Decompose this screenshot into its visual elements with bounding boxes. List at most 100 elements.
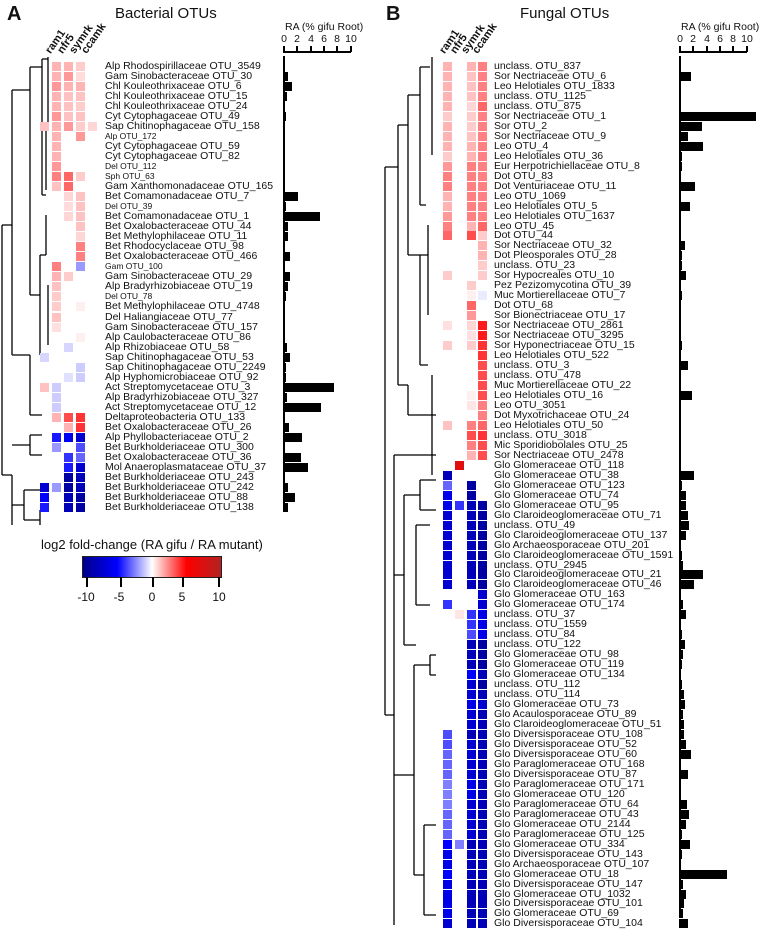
otu-label: Bet Oxalobacteraceae OTU_44: [105, 220, 252, 233]
heatmap-cell-symrk: [76, 482, 85, 492]
table-row: Dot OTU_83: [0, 170, 760, 182]
heatmap-cell-ccamk: [478, 231, 487, 241]
heatmap-cell-ccamk: [478, 570, 487, 580]
table-row: Glo Glomeraceae OTU_2144: [0, 818, 760, 830]
ra-bar: [283, 62, 285, 71]
heatmap-cell-ccamk: [478, 450, 487, 460]
otu-label: Bet Burkholderiaceae OTU_138: [105, 500, 254, 513]
heatmap-cell-ram1: [52, 392, 61, 402]
heatmap-cell-ram1: [443, 151, 452, 161]
ra-bar: [679, 580, 694, 590]
otu-label: Leo OTU_1069: [494, 189, 566, 202]
heatmap-cell-ccamk: [478, 919, 487, 929]
heatmap-cell-ram1: [443, 161, 452, 171]
otu-label: Glo Claroideoglomeraceae OTU_137: [494, 528, 668, 541]
ra-bar: [679, 161, 683, 171]
heatmap-cell-extra: [40, 352, 49, 362]
heatmap-cell-nfr5: [64, 372, 73, 382]
table-row: Bet Oxalobacteraceae OTU_26: [0, 421, 760, 433]
table-row: Glo Diversisporaceae OTU_52: [0, 738, 760, 750]
otu-label: Alp Caulobacteraceae OTU_86: [105, 330, 251, 343]
table-row: Glo Diversisporaceae OTU_104: [0, 917, 760, 929]
otu-label: Glo Glomeraceae OTU_334: [494, 837, 625, 850]
heatmap-cell-nfr5: [455, 500, 464, 510]
heatmap-cell-symrk: [467, 291, 476, 301]
heatmap-cell-ram1: [52, 302, 61, 312]
heatmap-cell-symrk: [467, 869, 476, 879]
heatmap-cell-ccamk: [478, 819, 487, 829]
table-row: Bet Oxalobacteraceae OTU_466: [0, 250, 760, 262]
heatmap-cell-symrk: [467, 670, 476, 680]
ra-bar: [679, 510, 688, 520]
heatmap-cell-ccamk: [478, 241, 487, 251]
heatmap-cell-symrk: [467, 171, 476, 181]
otu-label: unclass. OTU_37: [494, 608, 576, 621]
colorbar-tick-label: 10: [212, 590, 226, 604]
heatmap-cell-ram1: [443, 600, 452, 610]
ra-bar: [283, 472, 285, 482]
heatmap-cell-ram1: [52, 152, 61, 162]
table-row: Sor Hyponectriaceae OTU_15: [0, 339, 760, 351]
heatmap-cell-ram1: [443, 570, 452, 580]
heatmap-cell-nfr5: [64, 452, 73, 462]
heatmap-cell-symrk: [467, 510, 476, 520]
table-row: Chl Kouleothrixaceae OTU_24: [0, 100, 760, 112]
table-row: Glo Glomeraceae OTU_98: [0, 648, 760, 660]
otu-label: Chl Kouleothrixaceae OTU_6: [105, 80, 242, 93]
heatmap-cell-ccamk: [478, 131, 487, 141]
heatmap-cell-ram1: [52, 142, 61, 152]
ra-bar: [679, 829, 683, 839]
heatmap-cell-ccamk: [478, 859, 487, 869]
ra-bar: [679, 480, 682, 490]
heatmap-cell-ccamk: [478, 769, 487, 779]
heatmap-cell-ram1: [443, 580, 452, 590]
ra-bar: [283, 322, 285, 332]
otu-label: unclass. OTU_114: [494, 688, 581, 701]
ra-bar: [283, 232, 288, 242]
otu-label: Leo Helotiales OTU_1833: [494, 79, 615, 92]
otu-label: Glo Archaeosporaceae OTU_107: [494, 857, 650, 870]
ra-bar: [679, 440, 681, 450]
table-row: Leo OTU_45: [0, 220, 760, 232]
heatmap-cell-symrk: [467, 221, 476, 231]
ra-bar: [679, 600, 684, 610]
table-row: unclass. OTU_49: [0, 519, 760, 531]
ra-bar: [679, 311, 681, 321]
ra-bar: [679, 201, 691, 211]
otu-label: Leo OTU_4: [494, 139, 549, 152]
table-row: Glo Glomeraceae OTU_74: [0, 489, 760, 501]
heatmap-cell-ccamk: [478, 121, 487, 131]
ra-bar: [679, 670, 681, 680]
heatmap-cell-ccamk: [478, 191, 487, 201]
bar-axis-line: [283, 51, 351, 53]
heatmap-cell-nfr5: [455, 610, 464, 620]
heatmap-cell-symrk: [76, 252, 85, 262]
heatmap-cell-symrk: [76, 122, 85, 132]
heatmap-cell-symrk: [467, 281, 476, 291]
heatmap-cell-ccamk: [478, 789, 487, 799]
heatmap-cell-ccamk: [478, 889, 487, 899]
heatmap-cell-symrk: [467, 560, 476, 570]
heatmap-cell-symrk: [467, 779, 476, 789]
table-row: Glo Claroideoglomeraceae OTU_71: [0, 509, 760, 521]
heatmap-cell-symrk: [467, 700, 476, 710]
bar-axis-title: RA (% gifu Root): [681, 21, 760, 33]
ra-bar: [679, 700, 686, 710]
heatmap-cell-ram1: [443, 789, 452, 799]
table-row: Leo OTU_4: [0, 139, 760, 152]
otu-label: Dot Pleosporales OTU_28: [494, 249, 617, 262]
table-row: Bet Burkholderiaceae OTU_138: [0, 500, 760, 513]
ra-bar: [679, 859, 681, 869]
ra-bar: [283, 422, 290, 432]
otu-label: Act Streptomycetaceae OTU_12: [105, 400, 257, 413]
otu-label: Sor Nectriaceae OTU_2478: [494, 448, 624, 461]
heatmap-cell-ram1: [443, 729, 452, 739]
heatmap-cell-ccamk: [478, 550, 487, 560]
heatmap-cell-ram1: [52, 92, 61, 102]
heatmap-cell-nfr5: [64, 412, 73, 422]
heatmap-cell-ccamk: [478, 371, 487, 381]
heatmap-cell-ccamk: [478, 670, 487, 680]
table-row: unclass. OTU_37: [0, 608, 760, 621]
ra-bar: [679, 301, 681, 311]
ra-bar: [283, 362, 286, 372]
